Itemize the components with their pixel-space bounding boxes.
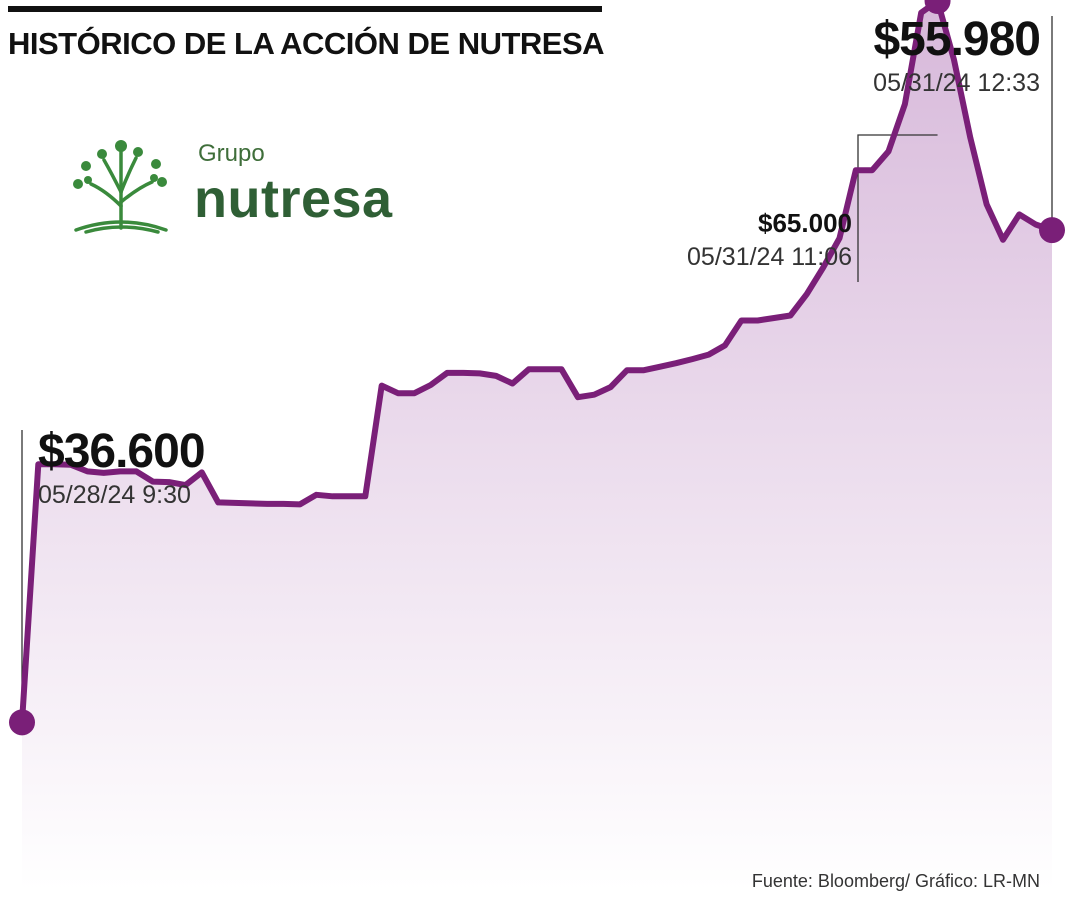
- source-note: Fuente: Bloomberg/ Gráfico: LR-MN: [751, 871, 1040, 891]
- title-rule: [8, 6, 602, 12]
- last-date: 05/31/24 12:33: [873, 69, 1040, 97]
- start-annotation: $36.600 05/28/24 9:30: [38, 424, 206, 510]
- annotation-leaders: [21, 16, 1053, 723]
- max-price: $65.000: [758, 208, 852, 238]
- max-leader: [857, 134, 938, 282]
- start-price: $36.600: [38, 425, 206, 478]
- chart-title: HISTÓRICO DE LA ACCIÓN DE NUTRESA: [8, 26, 605, 61]
- logo-brand-text: nutresa: [194, 169, 393, 229]
- start-date: 05/28/24 9:30: [38, 481, 191, 509]
- price-line: [19, 0, 1055, 726]
- grupo-nutresa-logo: Grupo nutresa: [66, 136, 406, 236]
- max-annotation: $65.000 05/31/24 11:06: [640, 208, 852, 272]
- max-date: 05/31/24 11:06: [687, 243, 852, 271]
- tree-icon: [73, 140, 168, 234]
- start-marker: [9, 709, 35, 736]
- highlight-markers: [9, 0, 1065, 736]
- last-marker: [1039, 217, 1065, 244]
- max-marker: [924, 0, 951, 14]
- price-area: [22, 1, 1052, 890]
- last-price: $55.980: [873, 13, 1041, 66]
- last-annotation: $55.980 05/31/24 12:33: [800, 12, 1041, 98]
- logo-grupo-text: Grupo: [198, 140, 265, 167]
